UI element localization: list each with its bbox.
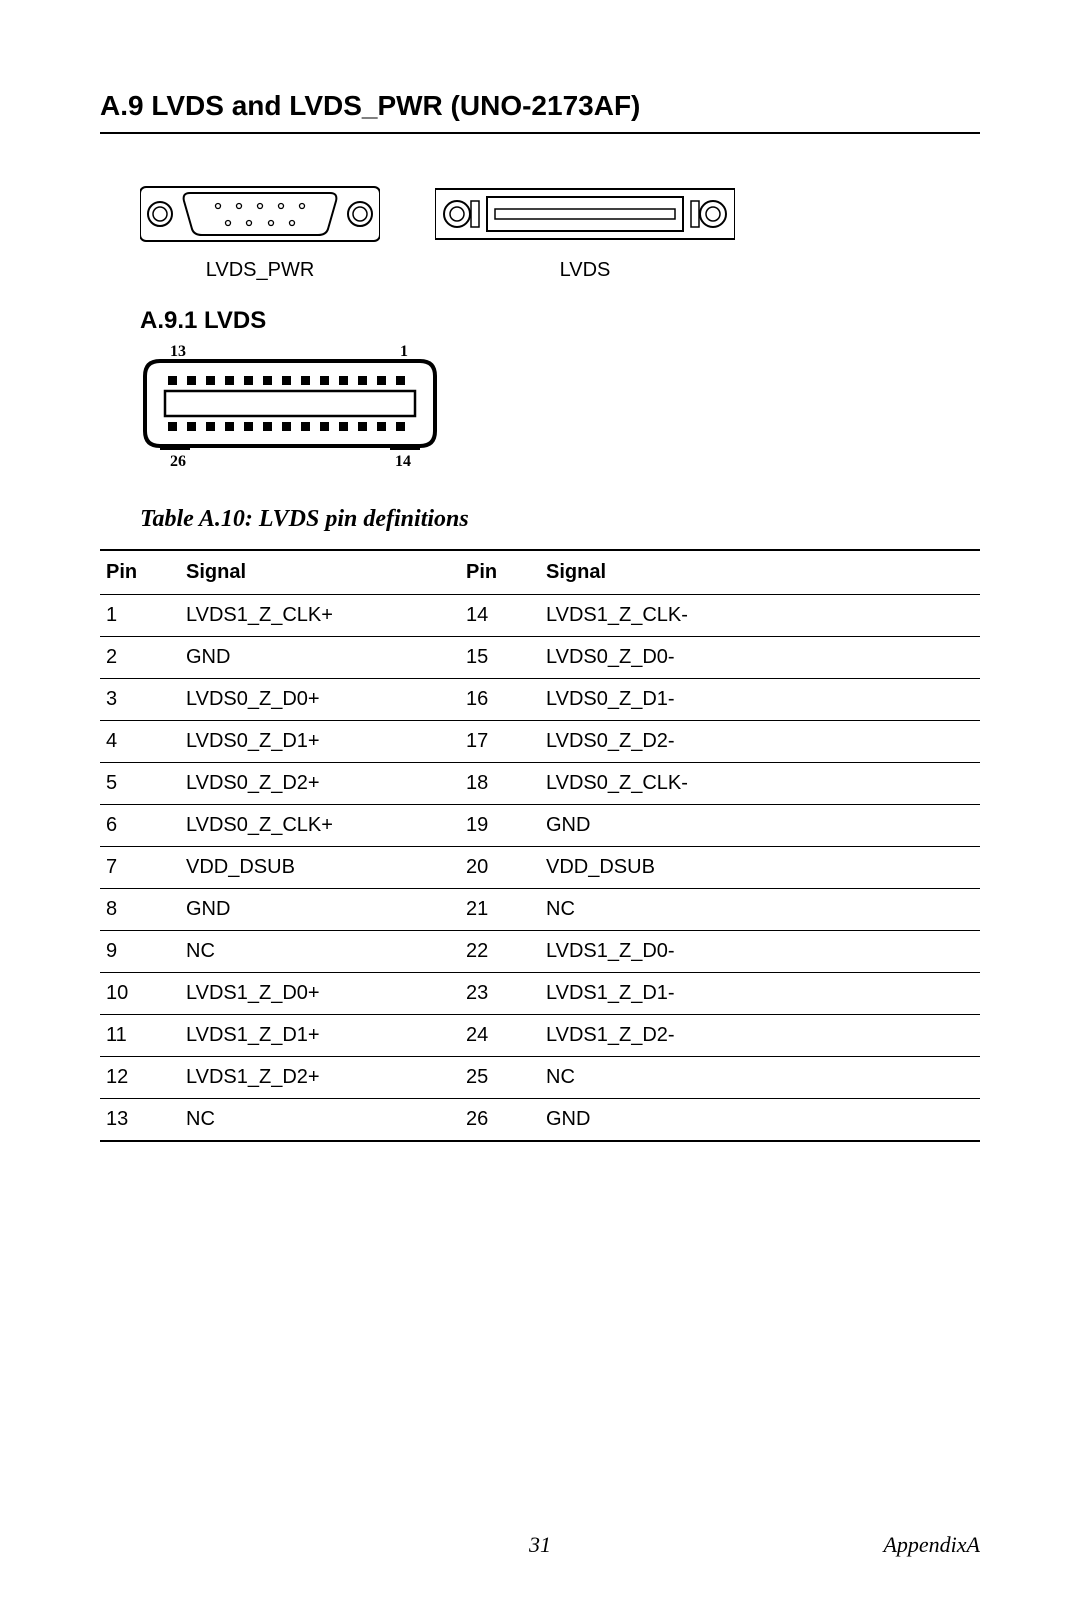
cell-signal1: NC xyxy=(180,1099,460,1142)
cell-signal2: LVDS0_Z_D2- xyxy=(540,721,980,763)
cell-signal1: LVDS1_Z_D1+ xyxy=(180,1015,460,1057)
connector-lvds-pwr: LVDS_PWR xyxy=(140,179,380,282)
table-row: 12LVDS1_Z_D2+25NC xyxy=(100,1057,980,1099)
cell-pin1: 3 xyxy=(100,679,180,721)
sub-heading: A.9.1 LVDS xyxy=(140,307,980,335)
table-row: 4LVDS0_Z_D1+17LVDS0_Z_D2- xyxy=(100,721,980,763)
cell-signal2: VDD_DSUB xyxy=(540,847,980,889)
cell-pin1: 10 xyxy=(100,973,180,1015)
cell-signal2: LVDS0_Z_D0- xyxy=(540,637,980,679)
cell-pin1: 7 xyxy=(100,847,180,889)
diagram-label-26: 26 xyxy=(170,453,186,470)
lvds-label: LVDS xyxy=(560,259,611,282)
cell-pin1: 13 xyxy=(100,1099,180,1142)
cell-pin2: 21 xyxy=(460,889,540,931)
page-number: 31 xyxy=(529,1532,551,1558)
cell-pin2: 15 xyxy=(460,637,540,679)
cell-pin2: 25 xyxy=(460,1057,540,1099)
table-row: 13NC26GND xyxy=(100,1099,980,1142)
th-signal1: Signal xyxy=(180,550,460,595)
cell-signal1: NC xyxy=(180,931,460,973)
cell-pin1: 8 xyxy=(100,889,180,931)
cell-signal1: GND xyxy=(180,889,460,931)
connectors-row: LVDS_PWR LVDS xyxy=(140,179,980,282)
cell-pin2: 22 xyxy=(460,931,540,973)
cell-signal1: VDD_DSUB xyxy=(180,847,460,889)
diagram-label-1: 1 xyxy=(400,343,408,360)
cell-pin2: 17 xyxy=(460,721,540,763)
cell-signal2: LVDS0_Z_CLK- xyxy=(540,763,980,805)
cell-signal1: LVDS0_Z_CLK+ xyxy=(180,805,460,847)
cell-pin1: 12 xyxy=(100,1057,180,1099)
cell-pin2: 16 xyxy=(460,679,540,721)
page-footer: 31 AppendixA xyxy=(100,1532,980,1558)
table-row: 6LVDS0_Z_CLK+19GND xyxy=(100,805,980,847)
section-heading: A.9 LVDS and LVDS_PWR (UNO-2173AF) xyxy=(100,90,980,134)
table-row: 1LVDS1_Z_CLK+14LVDS1_Z_CLK- xyxy=(100,595,980,637)
cell-pin2: 20 xyxy=(460,847,540,889)
table-row: 5LVDS0_Z_D2+18LVDS0_Z_CLK- xyxy=(100,763,980,805)
cell-signal2: GND xyxy=(540,1099,980,1142)
cell-signal1: LVDS0_Z_D0+ xyxy=(180,679,460,721)
table-row: 7VDD_DSUB20VDD_DSUB xyxy=(100,847,980,889)
cell-pin2: 14 xyxy=(460,595,540,637)
pin-definitions-table: Pin Signal Pin Signal 1LVDS1_Z_CLK+14LVD… xyxy=(100,549,980,1142)
cell-signal1: LVDS1_Z_D2+ xyxy=(180,1057,460,1099)
table-header-row: Pin Signal Pin Signal xyxy=(100,550,980,595)
cell-pin2: 26 xyxy=(460,1099,540,1142)
cell-pin1: 6 xyxy=(100,805,180,847)
cell-signal1: GND xyxy=(180,637,460,679)
cell-pin1: 4 xyxy=(100,721,180,763)
table-row: 11LVDS1_Z_D1+24LVDS1_Z_D2- xyxy=(100,1015,980,1057)
lvds-icon xyxy=(435,179,735,249)
cell-pin1: 2 xyxy=(100,637,180,679)
cell-signal2: LVDS1_Z_CLK- xyxy=(540,595,980,637)
table-row: 8GND21NC xyxy=(100,889,980,931)
cell-pin2: 18 xyxy=(460,763,540,805)
diagram-label-14: 14 xyxy=(395,453,411,470)
cell-signal2: GND xyxy=(540,805,980,847)
connector-lvds: LVDS xyxy=(435,179,735,282)
table-row: 2GND15LVDS0_Z_D0- xyxy=(100,637,980,679)
cell-signal1: LVDS0_Z_D2+ xyxy=(180,763,460,805)
table-title: Table A.10: LVDS pin definitions xyxy=(140,506,980,533)
cell-pin2: 19 xyxy=(460,805,540,847)
lvds-pinout-diagram: 13 1 26 14 xyxy=(140,341,980,476)
cell-pin2: 24 xyxy=(460,1015,540,1057)
cell-signal2: LVDS0_Z_D1- xyxy=(540,679,980,721)
table-row: 9NC22LVDS1_Z_D0- xyxy=(100,931,980,973)
table-row: 3LVDS0_Z_D0+16LVDS0_Z_D1- xyxy=(100,679,980,721)
cell-signal1: LVDS1_Z_CLK+ xyxy=(180,595,460,637)
cell-pin1: 5 xyxy=(100,763,180,805)
lvds-pwr-label: LVDS_PWR xyxy=(206,259,315,282)
diagram-label-13: 13 xyxy=(170,343,186,360)
table-row: 10LVDS1_Z_D0+23LVDS1_Z_D1- xyxy=(100,973,980,1015)
cell-signal2: NC xyxy=(540,1057,980,1099)
th-pin2: Pin xyxy=(460,550,540,595)
cell-pin1: 9 xyxy=(100,931,180,973)
cell-pin1: 11 xyxy=(100,1015,180,1057)
cell-signal2: LVDS1_Z_D0- xyxy=(540,931,980,973)
th-signal2: Signal xyxy=(540,550,980,595)
cell-pin1: 1 xyxy=(100,595,180,637)
cell-signal2: NC xyxy=(540,889,980,931)
cell-signal1: LVDS0_Z_D1+ xyxy=(180,721,460,763)
cell-signal2: LVDS1_Z_D2- xyxy=(540,1015,980,1057)
lvds-pwr-icon xyxy=(140,179,380,249)
appendix-label: AppendixA xyxy=(883,1532,980,1558)
th-pin1: Pin xyxy=(100,550,180,595)
cell-signal2: LVDS1_Z_D1- xyxy=(540,973,980,1015)
cell-signal1: LVDS1_Z_D0+ xyxy=(180,973,460,1015)
cell-pin2: 23 xyxy=(460,973,540,1015)
